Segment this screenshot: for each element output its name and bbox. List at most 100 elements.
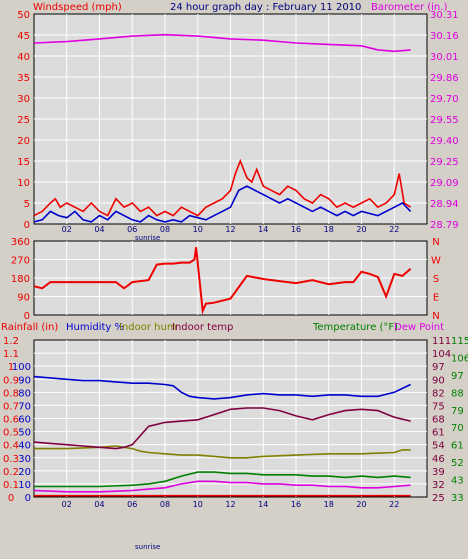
hour-tick: 16 <box>291 225 301 234</box>
temperature-tick: 97 <box>432 362 445 373</box>
humidity-tick: 0 <box>25 493 31 504</box>
direction-tick: 270 <box>11 256 30 267</box>
humidity-tick: 70 <box>18 401 31 412</box>
rainfall-tick: 0 <box>8 493 14 504</box>
windspeed-tick: 40 <box>17 52 30 63</box>
temperature-axis-label: Temperature (°F) <box>312 322 398 333</box>
series-humidity- <box>33 375 411 400</box>
barometer-tick: 30.01 <box>430 52 459 63</box>
sunrise-label-top: sunrise <box>135 234 160 242</box>
temperature-tick: 25 <box>432 493 445 504</box>
barometer-tick: 29.86 <box>430 73 459 84</box>
barometer-tick: 28.79 <box>430 220 459 231</box>
temperature-tick: 61 <box>432 428 445 439</box>
barometer-tick: 30.31 <box>430 10 459 21</box>
hour-tick: 22 <box>389 225 399 234</box>
hour-tick: 08 <box>160 225 170 234</box>
rainfall-tick: 0.3 <box>3 454 19 465</box>
windspeed-tick: 25 <box>17 115 30 126</box>
wind-direction-grid <box>34 241 427 315</box>
windspeed-tick: 30 <box>17 94 30 105</box>
direction-tick: 180 <box>11 274 30 285</box>
series-indoor-hum <box>34 445 411 459</box>
dewpoint-tick: 106 <box>451 353 468 364</box>
windspeed-tick: 5 <box>24 199 30 210</box>
dewpoint-tick: 33 <box>451 493 464 504</box>
barometer-axis-label: Barometer (in.) <box>371 2 447 13</box>
temperature-tick: 104 <box>432 349 451 360</box>
hour-tick: 14 <box>258 225 268 234</box>
rainfall-tick: 1.1 <box>3 349 19 360</box>
wind-baro-grid <box>34 14 427 224</box>
barometer-tick: 29.55 <box>430 115 459 126</box>
humidity-tick: 20 <box>18 467 31 478</box>
hour-tick: 06 <box>127 225 137 234</box>
series-wind-avg- <box>33 185 412 223</box>
temperature-tick: 68 <box>432 415 445 426</box>
series-indoor-temp <box>33 407 411 450</box>
hour-tick: 10 <box>193 500 203 509</box>
humidity-temp-series <box>33 375 411 497</box>
barometer-tick: 29.25 <box>430 157 459 168</box>
graph-title: 24 hour graph day : February 11 2010 <box>170 2 361 13</box>
humidity-tick: 100 <box>12 362 31 373</box>
windspeed-axis-label: Windspeed (mph) <box>33 2 122 13</box>
compass-label: W <box>431 256 441 267</box>
direction-tick: 0 <box>24 311 30 322</box>
barometer-tick: 29.40 <box>430 136 459 147</box>
wind-direction-series <box>33 247 412 315</box>
hour-tick: 18 <box>324 500 334 509</box>
hour-tick: 04 <box>94 225 104 234</box>
hour-tick: 06 <box>127 500 137 509</box>
rainfall-axis-label: Rainfall (in) <box>1 322 58 333</box>
direction-tick: 90 <box>17 293 30 304</box>
sunrise-label-bottom: sunrise <box>135 543 160 551</box>
rainfall-tick: 0.1 <box>3 480 19 491</box>
dewpoint-tick: 79 <box>451 406 464 417</box>
hour-tick: 04 <box>94 500 104 509</box>
humidity-tick: 30 <box>18 454 31 465</box>
barometer-tick: 29.70 <box>430 94 459 105</box>
dewpoint-tick: 115 <box>451 336 468 347</box>
rainfall-tick: 0.9 <box>3 375 19 386</box>
rainfall-tick: 0.2 <box>3 467 19 478</box>
humidity-tick: 60 <box>18 415 31 426</box>
dewpoint-axis-label: Dew Point <box>394 322 444 333</box>
rainfall-tick: 0.4 <box>3 441 19 452</box>
hour-tick: 16 <box>291 500 301 509</box>
windspeed-tick: 45 <box>17 31 30 42</box>
temperature-tick: 32 <box>432 480 445 491</box>
windspeed-tick: 50 <box>17 10 30 21</box>
series-windspeed-mph- <box>33 158 412 217</box>
hour-tick: 10 <box>193 225 203 234</box>
hour-tick: 20 <box>356 500 366 509</box>
rainfall-tick: 0.8 <box>3 388 19 399</box>
humidity-tick: 50 <box>18 428 31 439</box>
compass-label: N <box>432 237 439 248</box>
hour-tick: 14 <box>258 500 268 509</box>
temperature-tick: 54 <box>432 441 445 452</box>
hour-tick: 02 <box>62 225 72 234</box>
hour-tick: 12 <box>225 500 235 509</box>
compass-label: E <box>433 293 439 304</box>
indoor-hum-axis-label: Indoor hum <box>119 322 177 333</box>
hour-tick: 02 <box>62 500 72 509</box>
humidity-axis-label: Humidity % <box>66 322 124 333</box>
hour-tick: 18 <box>324 225 334 234</box>
direction-tick: 360 <box>11 237 30 248</box>
temperature-tick: 39 <box>432 467 445 478</box>
windspeed-tick: 20 <box>17 136 30 147</box>
humidity-temp-tick-labels: 0 0.1 0.2 0.3 0.4 0.5 0.6 0.7 0.8 0.9 1 1.1 1.2 0 10 20… <box>3 336 468 509</box>
dewpoint-tick: 70 <box>451 423 464 434</box>
windspeed-tick: 15 <box>17 157 30 168</box>
compass-label: N <box>432 311 439 322</box>
humidity-tick: 10 <box>18 480 31 491</box>
rainfall-tick: 1 <box>8 362 14 373</box>
windspeed-tick: 0 <box>24 220 30 231</box>
hour-tick: 20 <box>356 225 366 234</box>
barometer-tick: 28.94 <box>430 199 459 210</box>
indoor-temp-axis-label: Indoor temp <box>172 322 233 333</box>
barometer-tick: 29.09 <box>430 178 459 189</box>
